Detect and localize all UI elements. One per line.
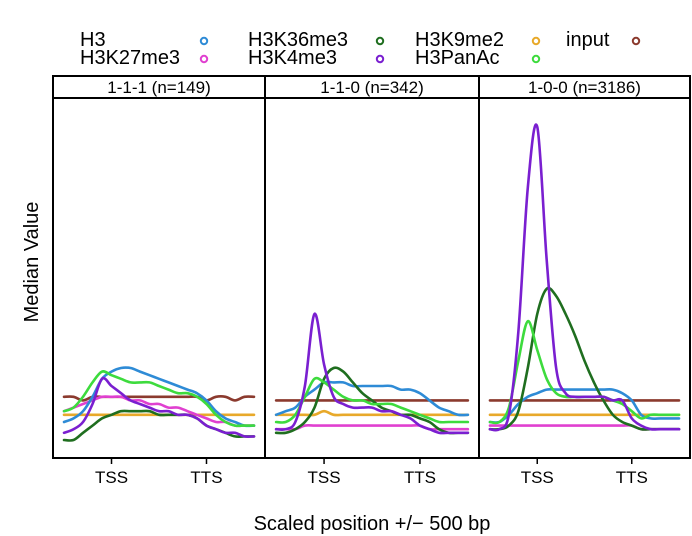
panel-series-1 [62, 366, 256, 442]
legend-marker-input [631, 36, 641, 46]
legend-label-h3k9me2: H3K9me2 [415, 29, 504, 51]
legend-marker-h3k4me3 [375, 54, 385, 64]
panel-title-1: 1-1-1 (n=149) [107, 78, 210, 97]
series-line-h3k4me3-panel-1 [62, 376, 256, 438]
panel-frame-3 [478, 97, 691, 459]
legend-marker-h3k27me3 [199, 54, 209, 64]
series-line-h3-panel-3 [488, 388, 681, 424]
panel-2: 1-1-0 (n=342) TSS TTS [264, 75, 480, 487]
legend: H3 H3K36me3 H3K9me2 input H3K27me3 H3K4me3 H3P… [80, 29, 641, 69]
legend-label-h3k4me3: H3K4me3 [248, 47, 337, 69]
legend-label-h3k36me3: H3K36me3 [248, 29, 348, 51]
series-line-h3k9me2-panel-2 [274, 409, 470, 417]
panel-series-2 [274, 312, 470, 435]
legend-label-h3: H3 [80, 29, 106, 51]
x-tick-label-tss-panel-3: TSS [521, 468, 554, 487]
x-tick-label-tts-panel-3: TTS [616, 468, 648, 487]
x-tick-label-tss-panel-2: TSS [308, 468, 341, 487]
legend-marker-h3panac [531, 54, 541, 64]
x-tick-label-tss-panel-1: TSS [95, 468, 128, 487]
legend-label-input: input [566, 29, 610, 51]
series-line-h3k27me3-panel-2 [274, 424, 470, 431]
x-tick-label-tts-panel-2: TTS [404, 468, 436, 487]
panel-title-3: 1-0-0 (n=3186) [528, 78, 641, 97]
legend-marker-h3 [199, 36, 209, 46]
panel-title-2: 1-1-0 (n=342) [320, 78, 423, 97]
series-line-h3-panel-1 [62, 366, 256, 428]
legend-marker-h3k9me2 [531, 36, 541, 46]
series-line-h3k4me3-panel-3 [488, 123, 681, 432]
x-tick-label-tts-panel-1: TTS [190, 468, 222, 487]
legend-marker-h3k36me3 [375, 36, 385, 46]
series-line-h3k4me3-panel-2 [274, 312, 470, 435]
panel-series-3 [488, 123, 681, 432]
x-axis-label: Scaled position +/− 500 bp [254, 513, 491, 535]
y-axis-label: Median Value [21, 202, 43, 323]
series-line-h3k36me3-panel-2 [274, 366, 470, 435]
legend-label-h3panac: H3PanAc [415, 47, 500, 69]
series-line-h3panac-panel-2 [274, 376, 470, 424]
panel-3: 1-0-0 (n=3186) TSS TTS [478, 75, 691, 487]
series-line-h3panac-panel-1 [62, 370, 256, 428]
series-line-h3-panel-2 [274, 380, 470, 417]
legend-label-h3k27me3: H3K27me3 [80, 47, 180, 69]
panel-1: 1-1-1 (n=149) TSS TTS [52, 75, 266, 487]
